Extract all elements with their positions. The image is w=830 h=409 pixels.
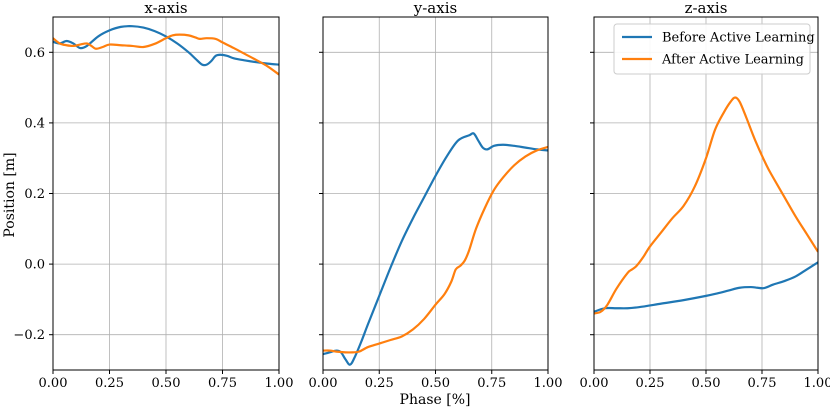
panel-title: z-axis	[685, 0, 728, 17]
y-tick-label: 0.0	[24, 258, 45, 273]
series-line-before	[594, 261, 818, 313]
series-line-after	[594, 96, 818, 315]
x-axis-label: Phase [%]	[400, 392, 471, 408]
series-group	[323, 132, 548, 366]
x-tick-label: 0.00	[580, 376, 609, 391]
legend-label: After Active Learning	[661, 53, 804, 68]
x-tick-label: 0.25	[95, 376, 124, 391]
legend-label: Before Active Learning	[662, 31, 815, 46]
x-tick-label: 0.25	[636, 376, 665, 391]
legend-box	[613, 23, 811, 75]
x-tick-label: 0.75	[477, 376, 506, 391]
x-tick-label: 0.25	[365, 376, 394, 391]
x-tick-label: 0.00	[39, 376, 68, 391]
legend: Before Active Learning After Active Learn…	[613, 23, 815, 75]
x-tick-label: 0.50	[692, 376, 721, 391]
series-group	[53, 25, 279, 76]
series-group	[594, 96, 818, 315]
x-tick-label: 0.00	[309, 376, 338, 391]
panel-x-axis: 0.00 0.25 0.50 0.75 1.00 −0.2 0.0 0.2 0.4 0.6 x-ax…	[13, 0, 293, 391]
series-line-before	[53, 25, 279, 67]
y-tick-label: −0.2	[13, 328, 45, 343]
series-line-after	[323, 145, 548, 354]
x-tick-label: 0.50	[152, 376, 181, 391]
series-line-after	[53, 33, 279, 76]
panels-group: 0.00 0.25 0.50 0.75 1.00 −0.2 0.0 0.2 0.4 0.6 x-ax…	[13, 0, 830, 391]
x-tick-label: 1.00	[534, 376, 563, 391]
panel-title: x-axis	[144, 0, 187, 17]
y-tick-label: 0.4	[24, 116, 45, 131]
x-tick-label: 0.75	[208, 376, 237, 391]
y-tick-label: 0.6	[24, 46, 45, 61]
y-axis-label: Position [m]	[2, 152, 18, 237]
series-line-before	[323, 132, 548, 366]
y-tick-label: 0.2	[24, 187, 45, 202]
x-tick-label: 0.75	[748, 376, 777, 391]
x-tick-label: 1.00	[804, 376, 830, 391]
x-tick-label: 1.00	[265, 376, 294, 391]
x-tick-label: 0.50	[421, 376, 450, 391]
panel-y-axis: 0.00 0.25 0.50 0.75 1.00 y-axis	[309, 0, 563, 391]
panel-title: y-axis	[413, 0, 457, 17]
